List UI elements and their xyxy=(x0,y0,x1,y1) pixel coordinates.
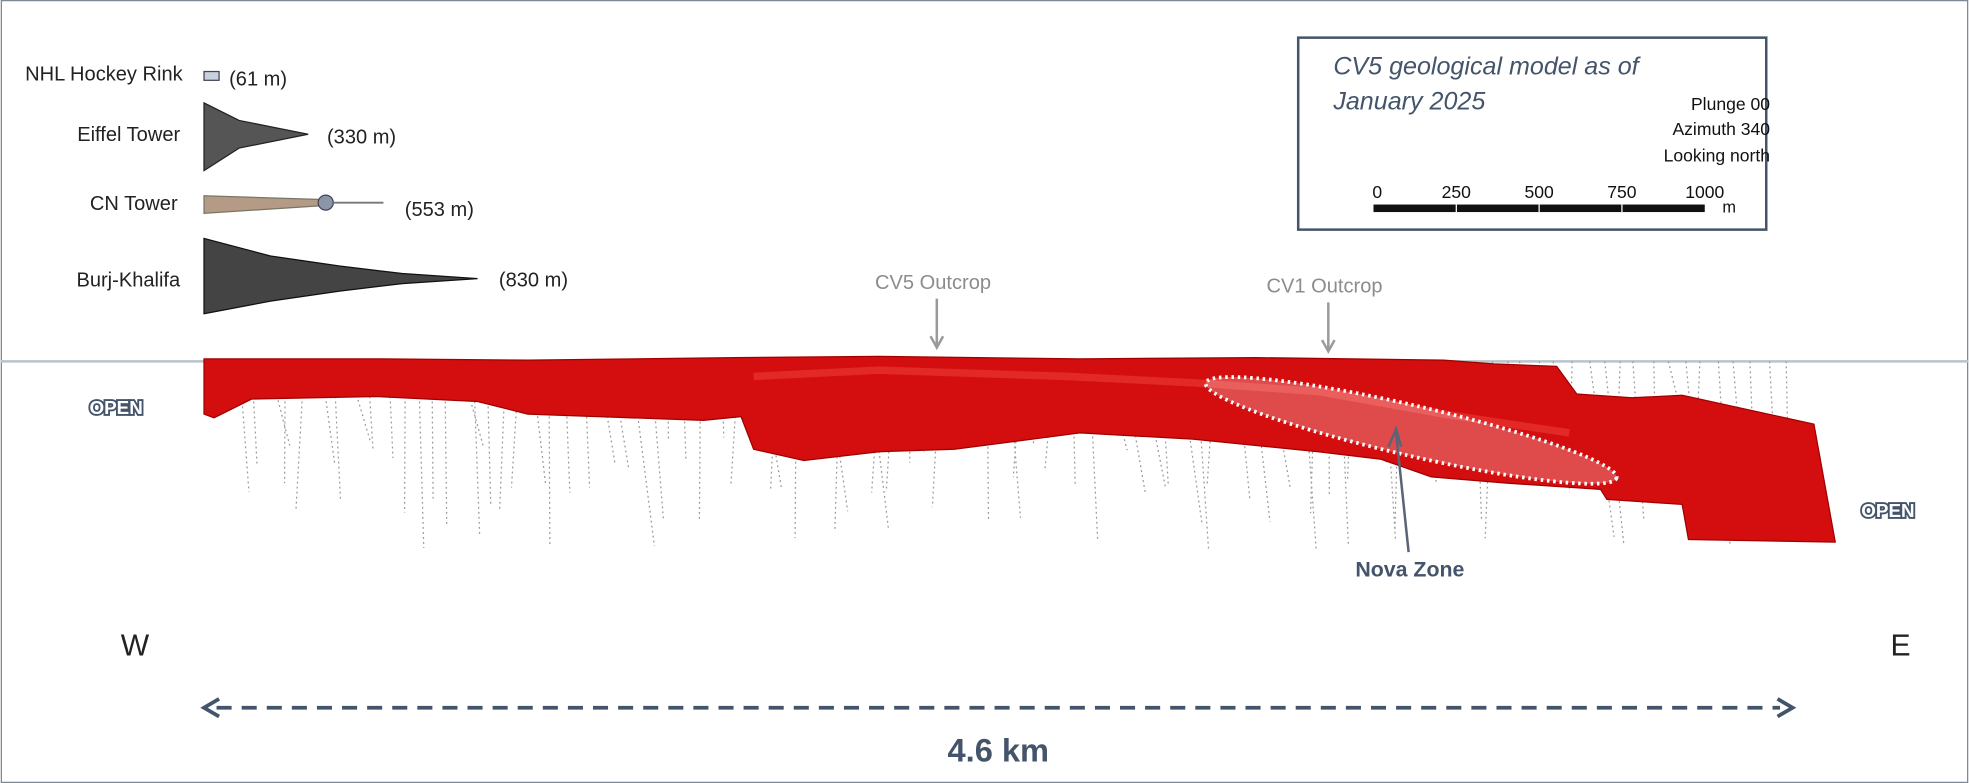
legend-view: Looking north xyxy=(1664,145,1770,165)
drill-hole xyxy=(444,361,448,524)
extent-arrowheads xyxy=(200,697,1797,719)
drill-hole xyxy=(931,361,942,508)
ref-name: CN Tower xyxy=(90,193,178,215)
nova-arrow xyxy=(1387,425,1410,553)
legend-azimuth: Azimuth 340 xyxy=(1672,119,1770,139)
ref-name: Burj-Khalifa xyxy=(76,269,181,291)
drill-hole xyxy=(1394,361,1401,531)
extent-label: 4.6 km xyxy=(948,731,1050,768)
drill-hole xyxy=(486,361,492,505)
cn-pod xyxy=(317,194,334,211)
ref-height: (830 m) xyxy=(499,269,568,291)
ref-name: NHL Hockey Rink xyxy=(25,64,184,86)
burj-icon xyxy=(203,237,478,315)
drill-hole xyxy=(1012,361,1023,478)
legend-title: CV5 geological model as of xyxy=(1333,52,1641,80)
drill-hole xyxy=(345,361,372,443)
ref-name: Eiffel Tower xyxy=(77,124,180,146)
ore-highlight xyxy=(753,366,1570,437)
scale-tick-label: 250 xyxy=(1442,182,1472,202)
drill-hole xyxy=(319,361,336,464)
nova-ellipse xyxy=(1203,375,1619,486)
legend-box xyxy=(1296,36,1768,231)
ref-height: (61 m) xyxy=(229,69,287,91)
drill-hole xyxy=(1768,361,1779,521)
drill-hole xyxy=(1044,361,1056,472)
drill-hole xyxy=(472,361,481,537)
scale-tick-label: 500 xyxy=(1524,182,1554,202)
drill-hole xyxy=(1235,361,1251,500)
outcrop-arrow xyxy=(1320,302,1336,354)
east-label: E xyxy=(1890,629,1910,662)
drill-hole xyxy=(332,361,342,500)
legend-plunge: Plunge 00 xyxy=(1691,94,1770,114)
drill-hole xyxy=(1667,361,1693,455)
scale-tick-label: 0 xyxy=(1372,182,1382,202)
nova-label: Nova Zone xyxy=(1355,558,1464,582)
ore-body xyxy=(203,355,1837,543)
drill-hole xyxy=(250,361,258,465)
scale-tick-label: 1000 xyxy=(1685,182,1724,202)
scale-tick-label: 750 xyxy=(1607,182,1637,202)
scale-unit: m xyxy=(1722,199,1736,217)
open-label: OPEN xyxy=(1861,500,1914,521)
ref-height: (553 m) xyxy=(405,199,474,221)
drill-hole xyxy=(867,361,890,531)
outcrop-label: CV1 Outcrop xyxy=(1267,276,1383,298)
open-label: OPEN xyxy=(90,397,143,418)
rink-icon xyxy=(203,70,220,81)
drill-hole xyxy=(834,361,841,531)
eiffel-icon xyxy=(203,101,309,172)
ref-height: (330 m) xyxy=(327,126,396,148)
drill-hole xyxy=(794,361,798,538)
outcrop-arrow xyxy=(929,298,945,351)
outcrop-label: CV5 Outcrop xyxy=(875,272,991,294)
west-label: W xyxy=(121,629,150,662)
legend-title: January 2025 xyxy=(1332,88,1486,116)
